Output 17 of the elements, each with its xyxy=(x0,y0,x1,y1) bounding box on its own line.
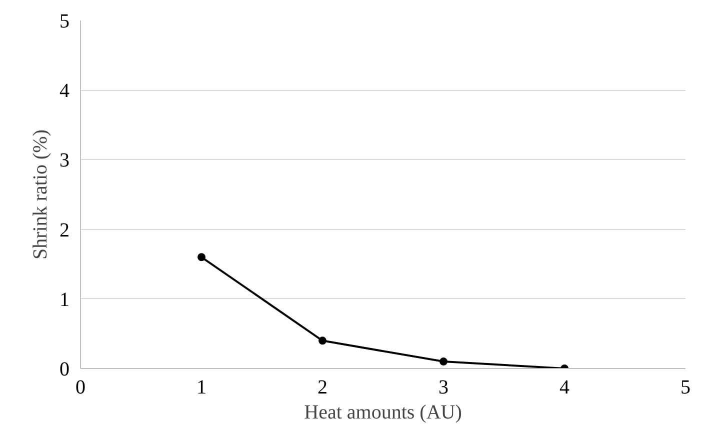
x-axis-title: Heat amounts (AU) xyxy=(304,402,462,424)
y-axis-title: Shrink ratio (%) xyxy=(30,130,52,260)
point xyxy=(440,358,448,366)
point xyxy=(198,253,206,262)
x-tick-label: 5 xyxy=(680,376,690,398)
y-tick-label: 4 xyxy=(60,80,70,102)
y-tick-label: 0 xyxy=(60,358,70,380)
y-tick-label: 1 xyxy=(60,288,70,311)
point xyxy=(318,336,326,345)
x-tick-label: 4 xyxy=(560,376,570,398)
x-tick-label: 3 xyxy=(438,376,448,398)
x-tick-label: 0 xyxy=(76,376,86,398)
y-tick-label: 2 xyxy=(60,219,70,242)
x-tick-label: 1 xyxy=(196,376,206,398)
y-tick-label: 3 xyxy=(60,150,70,172)
x-tick-label: 2 xyxy=(318,376,328,398)
y-tick-label: 5 xyxy=(60,10,70,32)
